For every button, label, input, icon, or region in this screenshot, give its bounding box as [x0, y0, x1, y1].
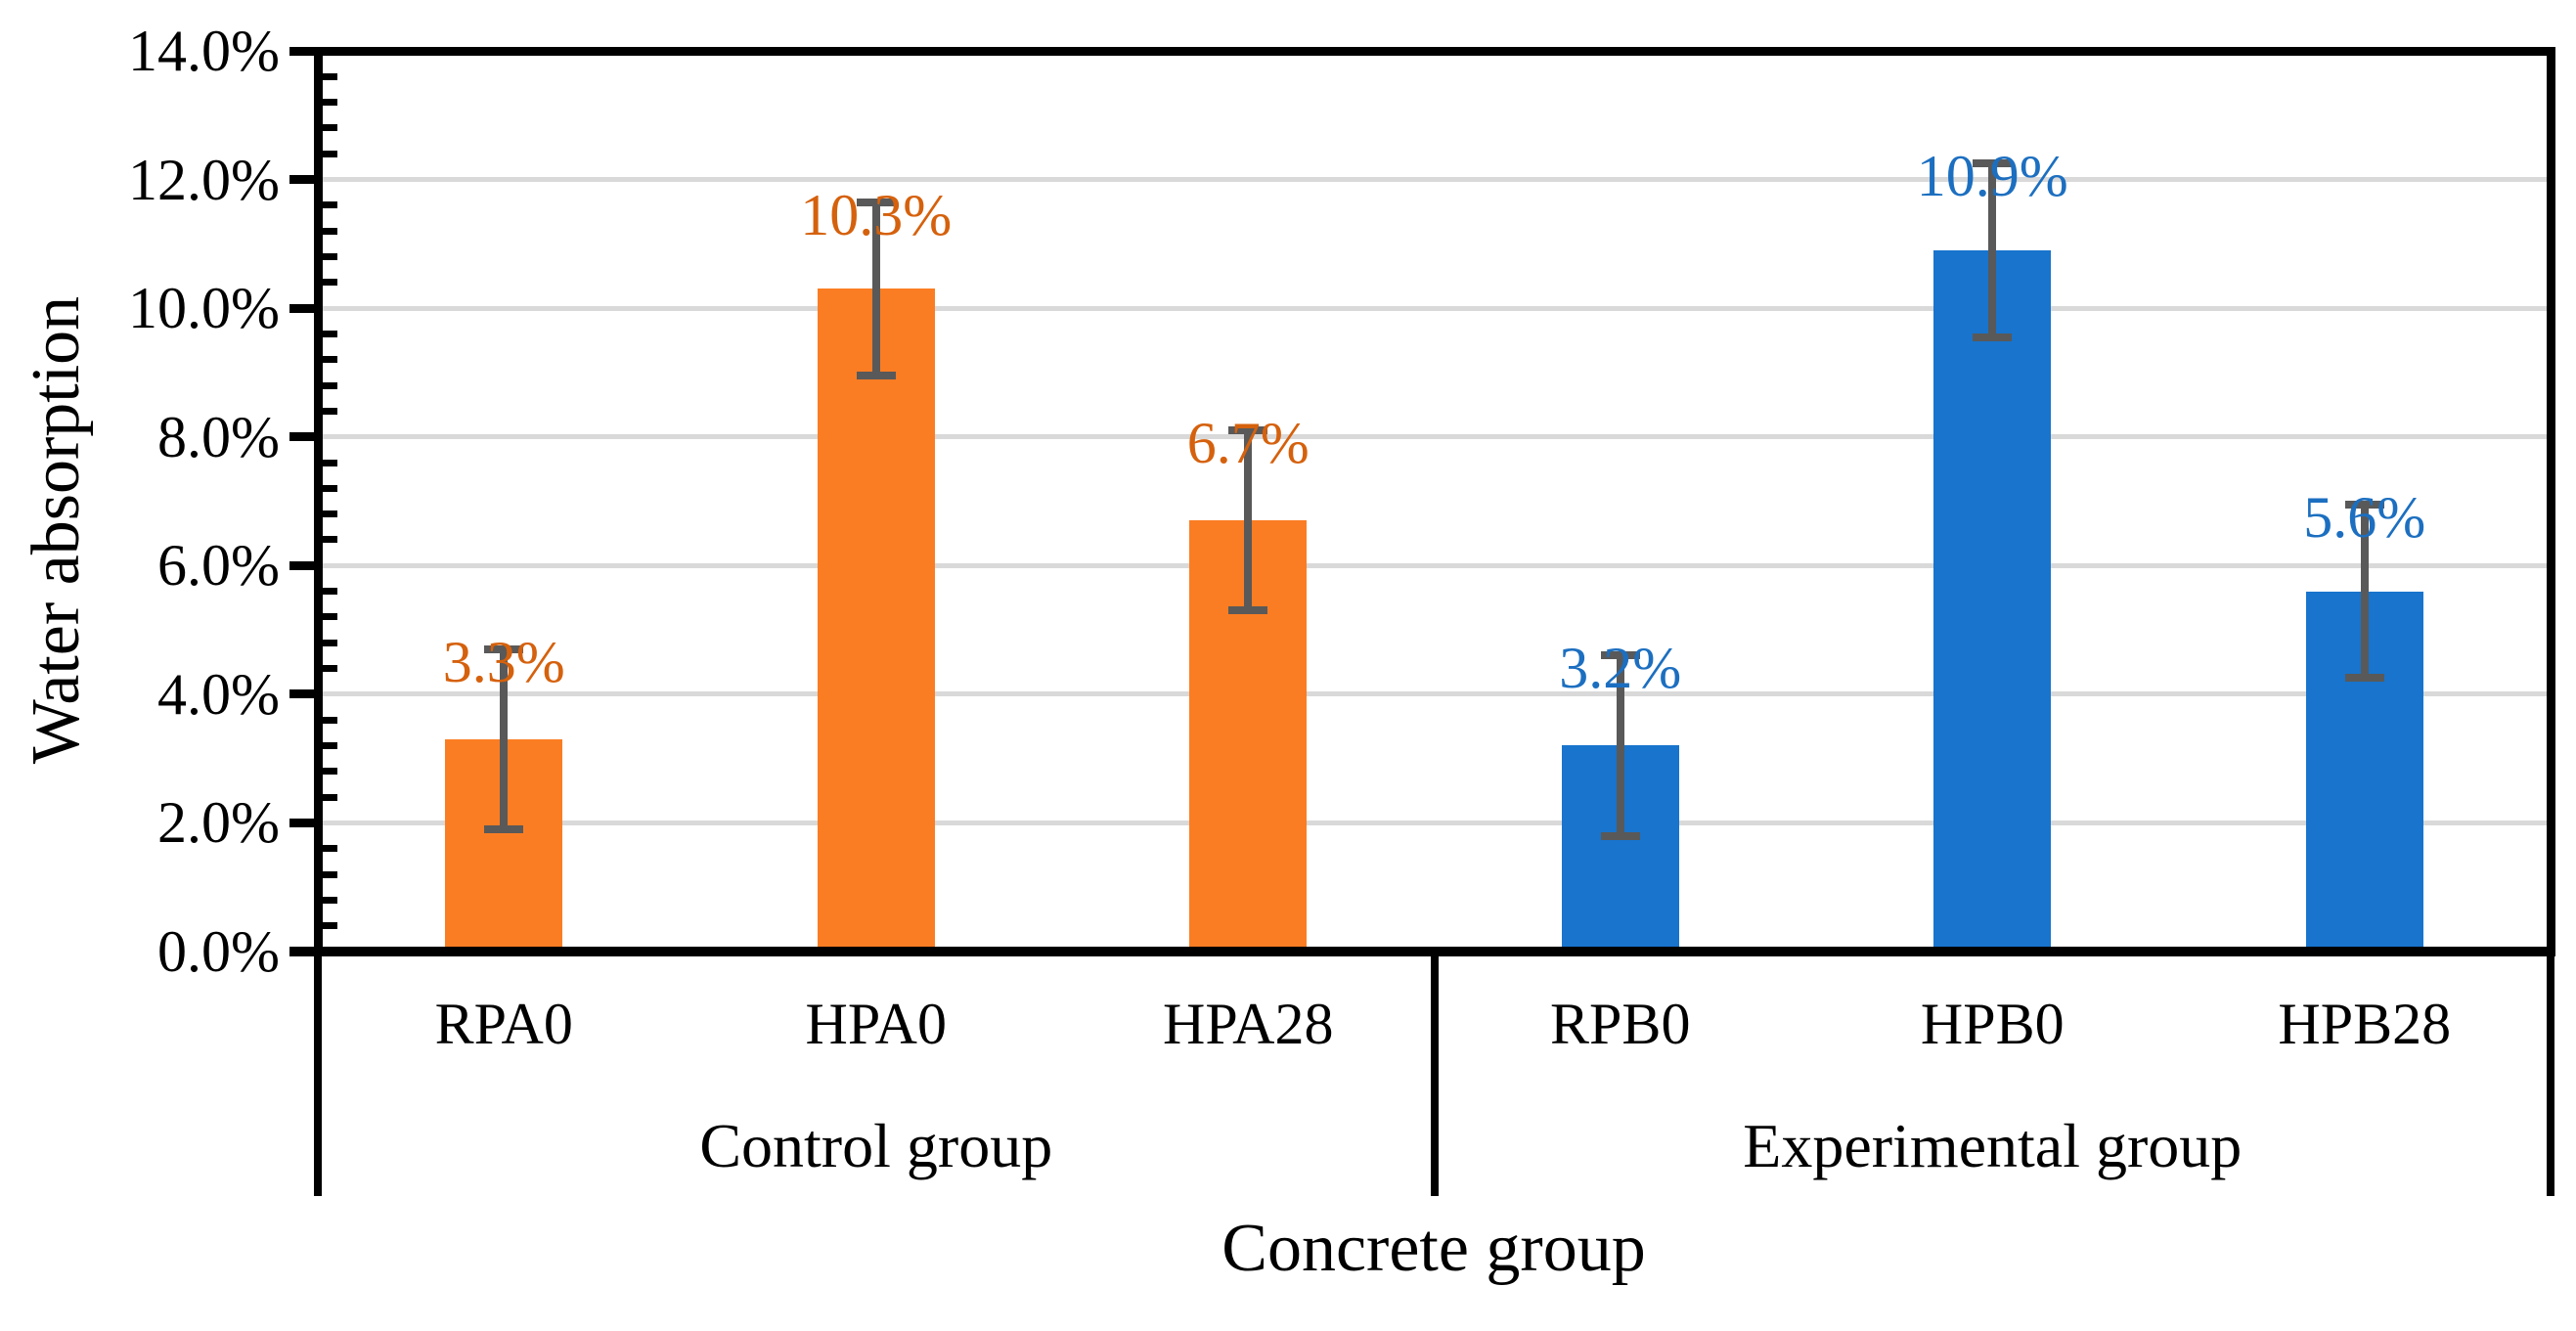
y-minor-tick-3.2pct	[322, 741, 337, 749]
y-tick-label-2.0%: 2.0%	[157, 790, 280, 856]
bar-HPB0	[1933, 249, 2052, 955]
error-bar-bottom-cap-HPA0	[856, 372, 896, 380]
y-tick-label-12.0%: 12.0%	[128, 147, 280, 212]
y-minor-tick-6.4pct	[322, 536, 337, 544]
y-minor-tick-9.6pct	[322, 330, 337, 337]
error-bar-top-cap-RPA0	[484, 644, 524, 653]
bar-HPA0	[817, 288, 935, 955]
data-label-HPA0: 10.3%	[800, 182, 953, 247]
data-label-HPB0: 10.9%	[1916, 144, 2068, 209]
y-major-tick-4.0%	[289, 689, 322, 699]
major-gridline-12pct	[322, 177, 2547, 183]
plot-right-border	[2546, 46, 2555, 956]
y-minor-tick-0.4pct	[322, 922, 337, 930]
error-bar-bottom-cap-HPB28	[2344, 674, 2384, 683]
data-label-RPB0: 3.2%	[1559, 636, 1682, 701]
error-bar-top-cap-HPB0	[1973, 159, 2013, 168]
major-gridline-4pct	[322, 691, 2547, 697]
y-major-tick-0.0%	[289, 947, 322, 956]
data-label-HPB28: 5.6%	[2303, 484, 2426, 550]
data-label-HPA28: 6.7%	[1186, 411, 1310, 476]
y-minor-tick-7.6pct	[322, 459, 337, 466]
error-bar-top-cap-RPB0	[1600, 651, 1640, 660]
category-separator-0	[314, 955, 322, 1196]
category-label-HPA0: HPA0	[805, 992, 948, 1056]
data-label-RPA0: 3.3%	[442, 629, 565, 694]
y-minor-tick-8.8pct	[322, 381, 337, 389]
error-bar-whisker-HPB28	[2360, 504, 2369, 679]
error-bar-bottom-cap-HPB0	[1973, 333, 2013, 341]
x-axis-title: Concrete group	[1221, 1211, 1646, 1286]
x-axis-line	[289, 947, 2555, 956]
y-minor-tick-2.8pct	[322, 768, 337, 776]
error-bar-whisker-HPB0	[1988, 163, 1997, 337]
error-bar-top-cap-HPA28	[1228, 426, 1268, 435]
group-label-0: Control group	[699, 1111, 1053, 1180]
y-major-tick-8.0%	[289, 432, 322, 442]
error-bar-whisker-HPA28	[1244, 430, 1253, 611]
category-separator-2	[2547, 955, 2554, 1196]
error-bar-bottom-cap-RPB0	[1600, 831, 1640, 840]
category-separator-1	[1430, 955, 1439, 1196]
major-gridline-6pct	[322, 562, 2547, 568]
y-minor-tick-4.4pct	[322, 665, 337, 673]
group-label-1: Experimental group	[1743, 1111, 2243, 1180]
y-minor-tick-6.8pct	[322, 510, 337, 518]
error-bar-bottom-cap-RPA0	[484, 825, 524, 833]
y-minor-tick-1.6pct	[322, 845, 337, 853]
y-minor-tick-13.6pct	[322, 72, 337, 80]
y-major-tick-10.0%	[289, 303, 322, 313]
y-tick-label-6.0%: 6.0%	[157, 533, 280, 599]
y-minor-tick-13.2pct	[322, 99, 337, 107]
error-bar-bottom-cap-HPA28	[1228, 606, 1268, 615]
error-bar-top-cap-HPA0	[856, 198, 896, 206]
category-label-HPB0: HPB0	[1920, 992, 2065, 1056]
y-minor-tick-12.8pct	[322, 124, 337, 132]
category-label-HPA28: HPA28	[1162, 992, 1334, 1056]
y-minor-tick-1.2pct	[322, 870, 337, 878]
category-label-RPB0: RPB0	[1550, 992, 1691, 1056]
y-minor-tick-12.4pct	[322, 150, 337, 157]
major-gridline-2pct	[322, 820, 2547, 825]
error-bar-whisker-RPB0	[1616, 655, 1624, 836]
y-minor-tick-10.4pct	[322, 279, 337, 287]
category-label-RPA0: RPA0	[434, 992, 573, 1056]
error-bar-whisker-HPA0	[871, 201, 880, 377]
y-minor-tick-5.2pct	[322, 613, 337, 621]
y-tick-label-8.0%: 8.0%	[157, 404, 280, 469]
y-major-tick-14.0%	[289, 46, 322, 56]
y-major-tick-12.0%	[289, 175, 322, 185]
y-minor-tick-9.2pct	[322, 356, 337, 364]
major-gridline-8pct	[322, 434, 2547, 440]
y-tick-label-14.0%: 14.0%	[128, 19, 280, 83]
y-minor-tick-8.4pct	[322, 407, 337, 415]
category-label-HPB28: HPB28	[2278, 992, 2452, 1056]
plot-top-border	[313, 46, 2555, 56]
y-major-tick-6.0%	[289, 560, 322, 570]
y-minor-tick-7.2pct	[322, 484, 337, 492]
y-minor-tick-11.2pct	[322, 227, 337, 235]
y-minor-tick-2.4pct	[322, 793, 337, 801]
y-minor-tick-10.8pct	[322, 253, 337, 260]
y-minor-tick-11.6pct	[322, 201, 337, 209]
y-minor-tick-4.8pct	[322, 639, 337, 646]
error-bar-whisker-RPA0	[500, 648, 509, 829]
y-axis-line	[313, 46, 323, 956]
major-gridline-10pct	[322, 305, 2547, 311]
y-tick-label-10.0%: 10.0%	[128, 276, 280, 341]
y-minor-tick-3.6pct	[322, 716, 337, 724]
y-tick-label-4.0%: 4.0%	[157, 661, 280, 727]
error-bar-top-cap-HPB28	[2344, 500, 2384, 509]
y-minor-tick-5.6pct	[322, 588, 337, 596]
y-tick-label-0.0%: 0.0%	[157, 919, 280, 984]
y-major-tick-2.0%	[289, 818, 322, 827]
y-minor-tick-0.8pct	[322, 896, 337, 904]
